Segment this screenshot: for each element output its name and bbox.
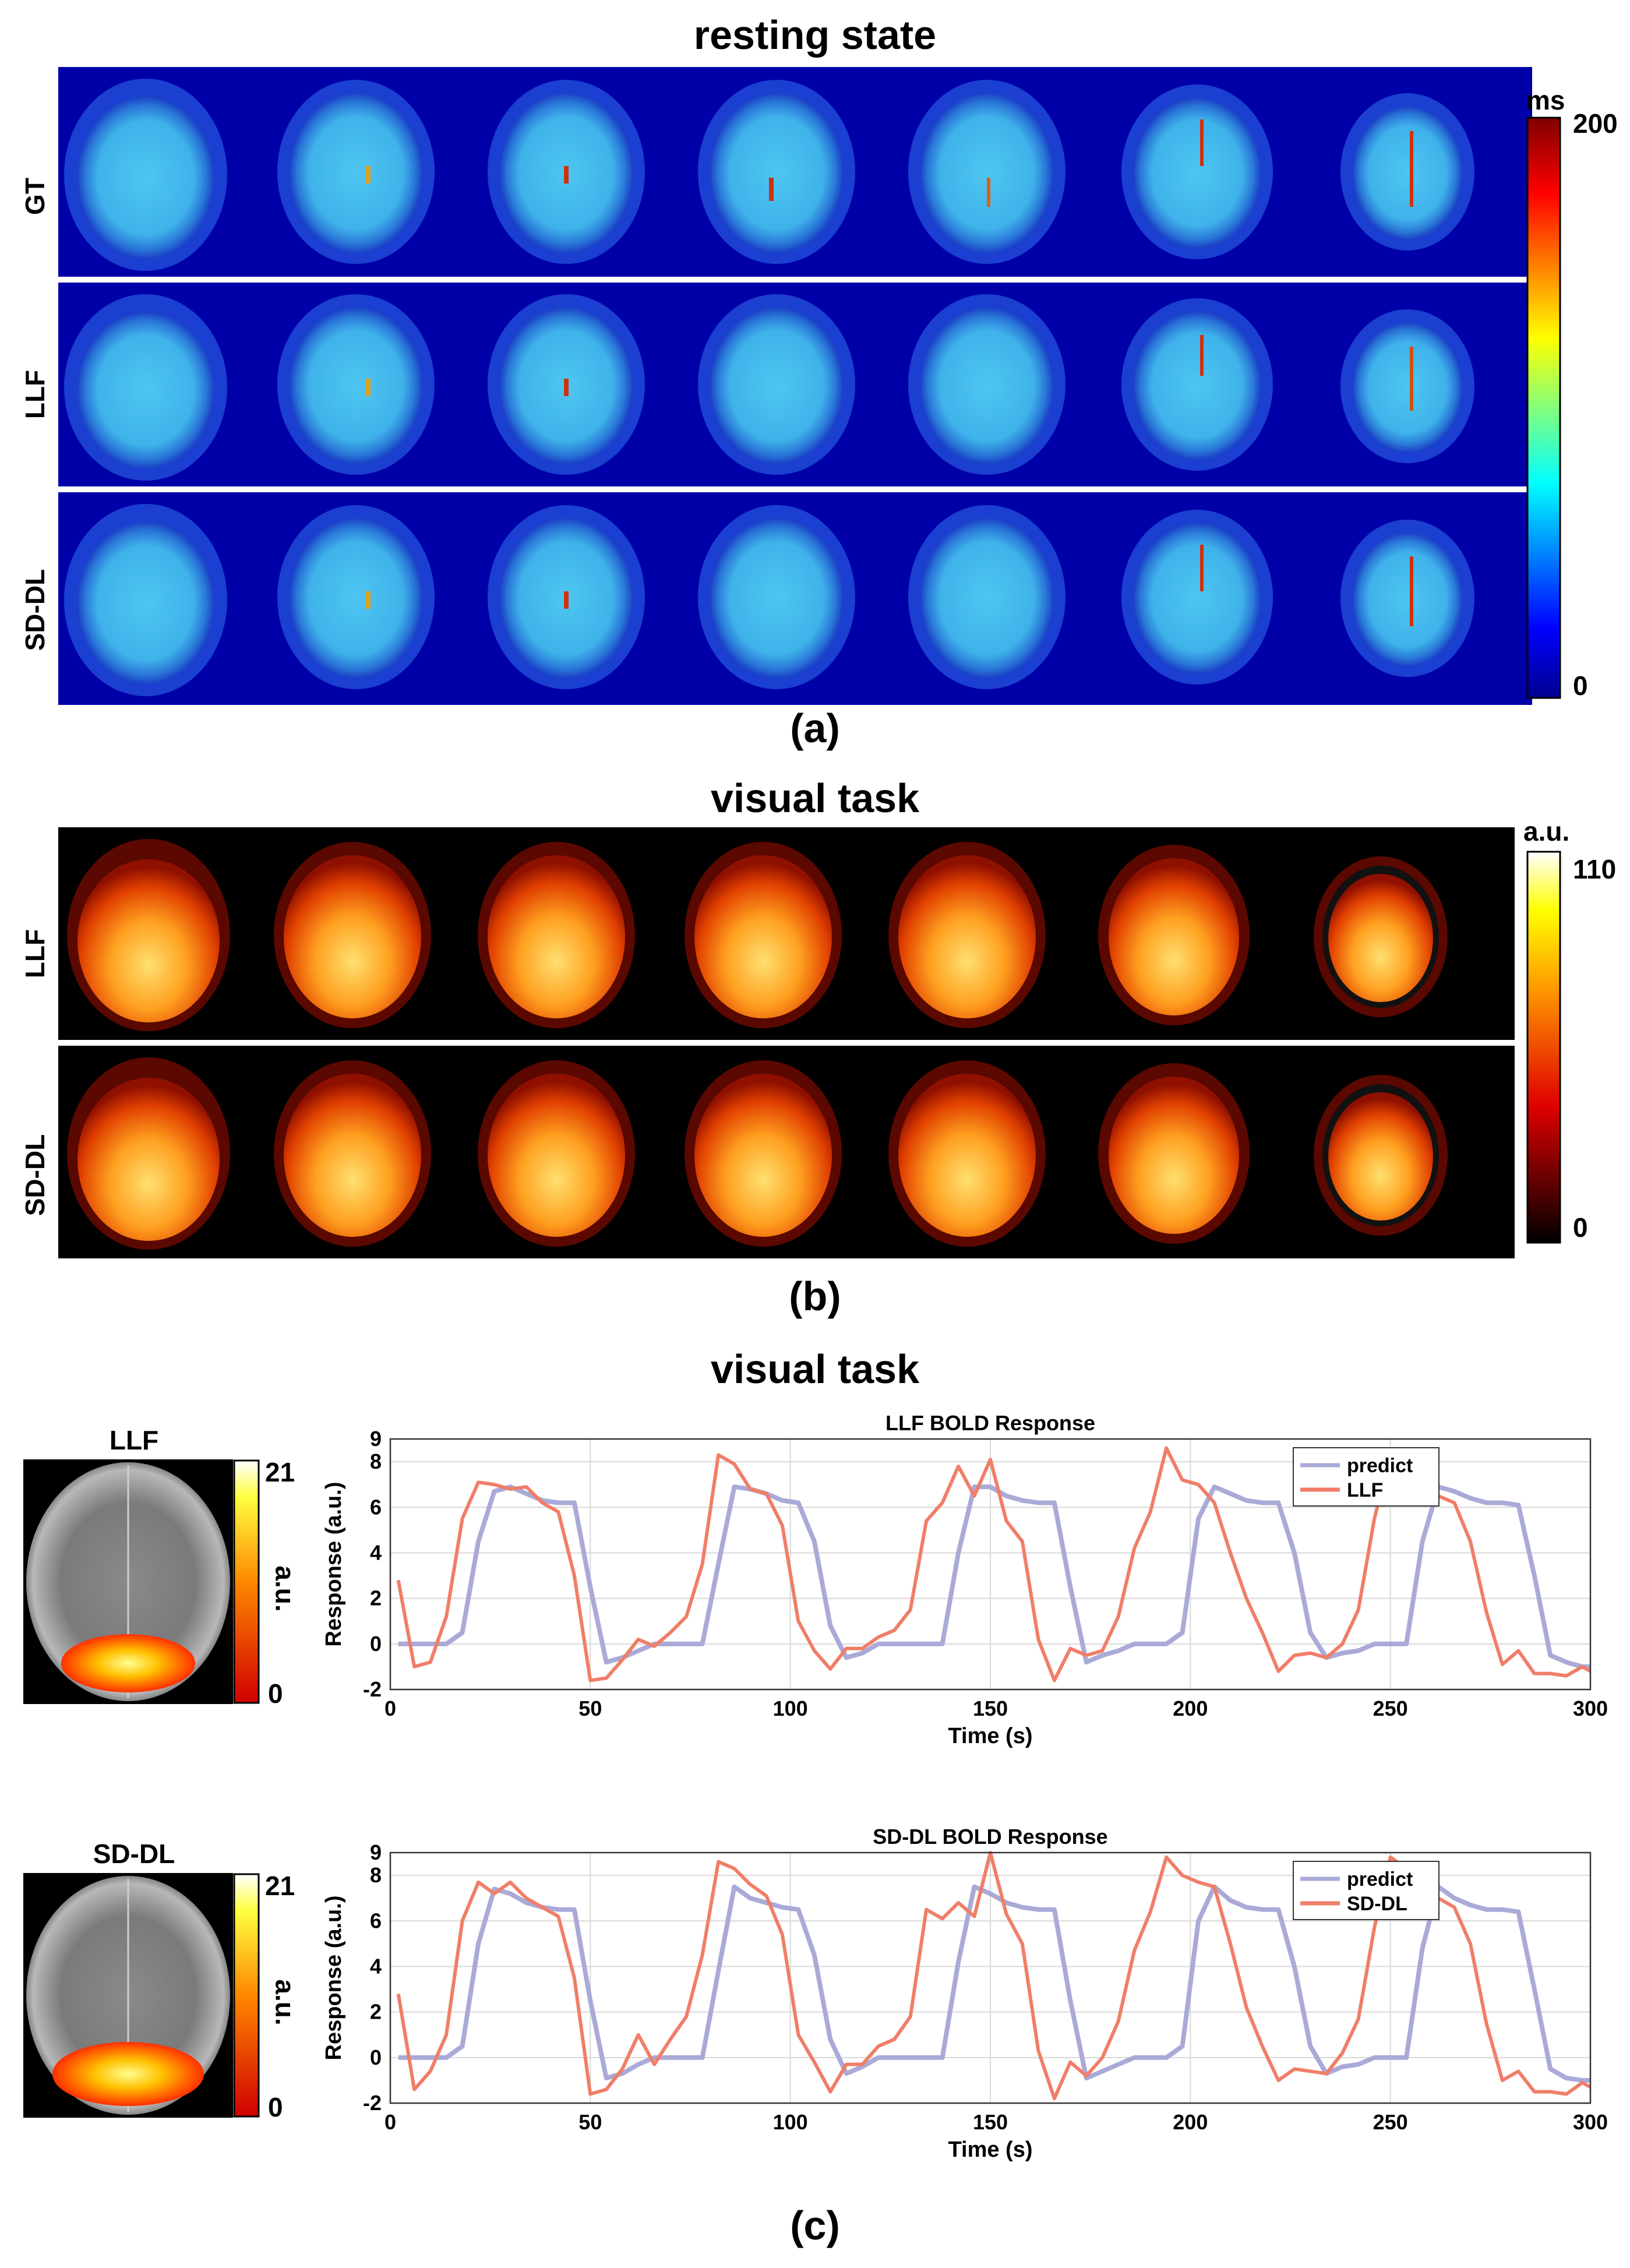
panel-a-title: resting state <box>693 12 937 58</box>
map-sddl-colorbar <box>233 1873 260 2118</box>
panel-b-colorbar-max: 110 <box>1573 854 1617 884</box>
panel-a-row-label-gt: GT <box>20 178 50 215</box>
x-axis-label: Time (s) <box>948 1724 1032 1748</box>
panel-a-row-label-llf: LLF <box>20 369 50 419</box>
y-tick-label: -2 <box>363 1677 382 1701</box>
panel-a-row-label-sddl: SD-DL <box>20 569 50 651</box>
x-tick-label: 300 <box>1573 2110 1608 2134</box>
panel-b-label: (b) <box>789 1274 841 1319</box>
y-tick-label: 8 <box>370 1863 382 1887</box>
chart-title: SD-DL BOLD Response <box>873 1825 1107 1849</box>
legend-label: LLF <box>1347 1479 1383 1501</box>
map-llf-image <box>23 1459 233 1704</box>
x-tick-label: 200 <box>1173 2110 1208 2134</box>
panel-c-label: (c) <box>790 2203 840 2248</box>
y-tick-label: 0 <box>370 1632 382 1656</box>
map-llf-colorbar-unit: a.u. <box>270 1565 301 1612</box>
x-axis-label: Time (s) <box>948 2138 1032 2161</box>
panel-b-row-label-sddl: SD-DL <box>20 1134 50 1216</box>
y-tick-label: 0 <box>370 2045 382 2069</box>
map-sddl-label: SD-DL <box>93 1839 175 1869</box>
map-llf-colorbar <box>233 1459 260 1704</box>
series-line-predict <box>398 1884 1590 2083</box>
y-tick-label: 9 <box>370 1427 382 1451</box>
x-tick-label: 250 <box>1373 1696 1408 1720</box>
axes-box <box>389 1438 1592 1691</box>
y-tick-label: 8 <box>370 1449 382 1473</box>
x-tick-label: 150 <box>973 1696 1008 1720</box>
panel-a-colorbar-unit: ms <box>1526 85 1565 115</box>
y-axis-label: Response (a.u.) <box>322 1482 346 1647</box>
map-sddl-colorbar-min: 0 <box>268 2092 283 2122</box>
panel-b-colorbar-unit: a.u. <box>1523 816 1570 846</box>
x-tick-label: 250 <box>1373 2110 1408 2134</box>
panel-a-colorbar-max: 200 <box>1573 108 1618 139</box>
panel-a-image-grid <box>58 67 1532 705</box>
axes-box <box>389 1851 1592 2104</box>
x-tick-label: 100 <box>773 2110 808 2134</box>
panel-a-row-sddl <box>58 492 1532 705</box>
map-sddl-colorbar-unit: a.u. <box>270 1979 301 2026</box>
x-tick-label: 150 <box>973 2110 1008 2134</box>
map-sddl-image <box>23 1873 233 2118</box>
panel-b-row-sddl <box>58 1046 1515 1258</box>
y-tick-label: 4 <box>370 1540 382 1564</box>
y-tick-label: 9 <box>370 1840 382 1864</box>
legend-label: SD-DL <box>1347 1893 1407 1915</box>
panel-a-label: (a) <box>790 706 840 751</box>
panel-b-colorbar <box>1526 851 1561 1244</box>
y-tick-label: 2 <box>370 2000 382 2024</box>
panel-a-row-llf <box>58 283 1532 486</box>
panel-b-row-label-llf: LLF <box>20 929 50 979</box>
x-tick-label: 0 <box>384 1696 396 1720</box>
map-llf-colorbar-min: 0 <box>268 1678 283 1709</box>
y-tick-label: 6 <box>370 1909 382 1932</box>
panel-b-row-llf <box>58 827 1515 1040</box>
chart-title: LLF BOLD Response <box>885 1411 1095 1435</box>
panel-a-colorbar-min: 0 <box>1573 671 1588 701</box>
x-tick-label: 0 <box>384 2110 396 2134</box>
x-tick-label: 200 <box>1173 1696 1208 1720</box>
legend-label: predict <box>1347 1868 1413 1890</box>
map-llf-label: LLF <box>109 1425 159 1455</box>
map-llf-colorbar-max: 21 <box>265 1457 295 1487</box>
legend-box <box>1293 1447 1440 1507</box>
x-tick-label: 300 <box>1573 1696 1608 1720</box>
x-tick-label: 50 <box>578 2110 602 2134</box>
legend-box <box>1293 1861 1440 1920</box>
panel-b-image-grid <box>58 827 1515 1258</box>
x-tick-label: 100 <box>773 1696 808 1720</box>
map-sddl-colorbar-max: 21 <box>265 1871 295 1901</box>
y-tick-label: 6 <box>370 1495 382 1519</box>
legend-label: predict <box>1347 1455 1413 1477</box>
panel-c-title: visual task <box>711 1346 919 1392</box>
panel-b-colorbar-min: 0 <box>1573 1212 1588 1243</box>
y-tick-label: -2 <box>363 2091 382 2115</box>
panel-a-colorbar <box>1526 117 1561 699</box>
y-tick-label: 4 <box>370 1954 382 1978</box>
x-tick-label: 50 <box>578 1696 602 1720</box>
panel-b-title: visual task <box>711 775 919 821</box>
y-axis-label: Response (a.u.) <box>322 1896 346 2061</box>
y-tick-label: 2 <box>370 1586 382 1610</box>
panel-a-row-gt <box>58 67 1532 277</box>
